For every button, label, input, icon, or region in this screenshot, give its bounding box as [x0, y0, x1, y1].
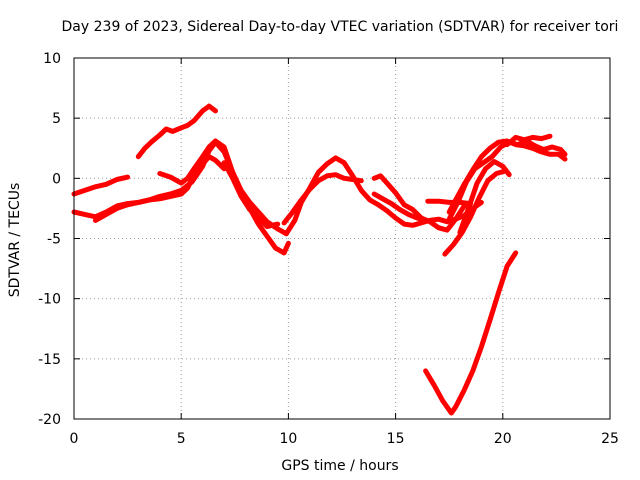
x-tick-label: 15 [387, 431, 405, 447]
series-arc14 [457, 159, 512, 235]
data-layer [71, 103, 568, 416]
series-arc17 [423, 250, 519, 416]
chart-title: Day 239 of 2023, Sidereal Day-to-day VTE… [62, 19, 619, 35]
series-arc6 [221, 160, 281, 229]
series-arc5 [157, 138, 291, 256]
x-tick-label: 10 [279, 431, 297, 447]
x-tick-label: 25 [601, 431, 619, 447]
series-arc16 [504, 133, 553, 148]
series-arc4 [135, 103, 218, 160]
grid-layer [74, 58, 610, 419]
y-tick-label: -5 [47, 232, 61, 248]
series-arc9 [371, 173, 467, 233]
y-tick-label: 5 [52, 111, 61, 127]
x-tick-label: 20 [494, 431, 512, 447]
x-tick-label: 0 [70, 431, 79, 447]
series-arc8 [281, 172, 364, 226]
y-tick-label: -20 [38, 412, 61, 428]
series-arc11 [425, 198, 474, 207]
y-tick-label: 10 [43, 51, 61, 67]
series-arc1 [71, 174, 131, 197]
x-axis-label: GPS time / hours [281, 458, 398, 474]
tick-layer: 0 5 10 15 20 25 10 5 0 -5 -10 -15 -20 [38, 51, 619, 447]
series-arc15 [442, 168, 508, 257]
y-axis-label: SDTVAR / TECUs [7, 183, 23, 298]
series-arc3 [92, 139, 289, 237]
x-tick-label: 5 [177, 431, 186, 447]
y-tick-label: -15 [38, 352, 61, 368]
series-arc10 [371, 191, 429, 223]
y-tick-label: 0 [52, 171, 61, 187]
y-tick-label: -10 [38, 292, 61, 308]
